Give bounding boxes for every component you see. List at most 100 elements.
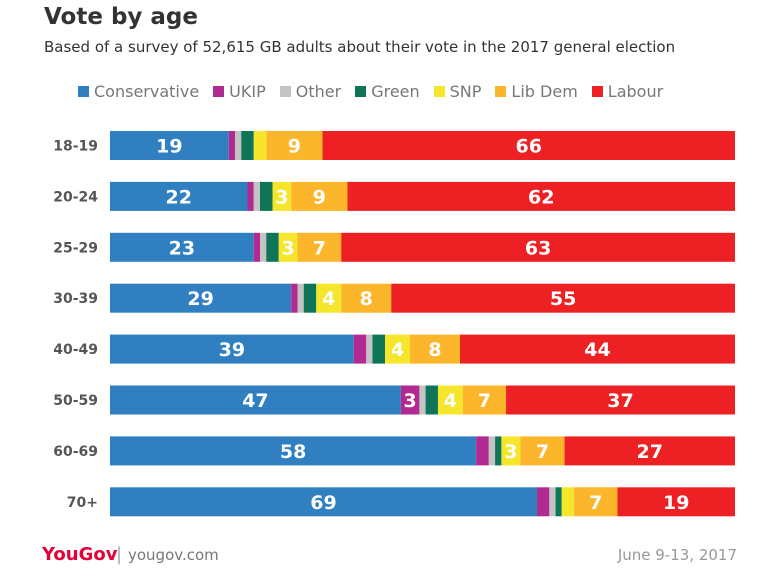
bar-segment-conservative xyxy=(110,487,537,517)
bar-segment-green xyxy=(495,436,502,466)
chart-subtitle: Based of a survey of 52,615 GB adults ab… xyxy=(44,38,676,56)
bar-segment-other xyxy=(235,131,242,160)
data-label: 62 xyxy=(528,186,554,208)
bar-segment-other xyxy=(366,334,373,364)
bar-segment-labour xyxy=(322,131,735,160)
category-label: 50-59 xyxy=(53,393,98,409)
legend-label: Lib Dem xyxy=(511,82,578,101)
bar-segment-conservative xyxy=(110,385,401,415)
bar-segment-conservative xyxy=(110,181,248,211)
legend-label: Conservative xyxy=(94,82,200,101)
bar-segment-conservative xyxy=(110,436,477,466)
data-label: 55 xyxy=(550,288,576,310)
data-label: 8 xyxy=(360,288,373,310)
data-label: 27 xyxy=(637,441,663,463)
legend-label: Green xyxy=(371,82,420,101)
bar-segment-lib-dem xyxy=(574,487,618,517)
data-label: 8 xyxy=(428,339,441,361)
bar-segment-labour xyxy=(617,487,735,517)
yougov-logo: YouGov xyxy=(42,544,118,565)
bar-segment-snp xyxy=(272,181,292,211)
bar-segment-green xyxy=(425,385,438,415)
bar-segment-snp xyxy=(561,487,575,517)
data-label: 7 xyxy=(478,390,491,412)
legend-label: Other xyxy=(295,82,342,101)
data-label: 63 xyxy=(525,237,551,259)
bar-segment-snp xyxy=(316,283,342,313)
data-label: 66 xyxy=(516,136,542,158)
data-label: 47 xyxy=(242,390,268,412)
legend-label: UKIP xyxy=(229,82,266,101)
legend-swatch xyxy=(495,86,507,97)
data-label: 44 xyxy=(584,339,610,361)
bar-segment-other xyxy=(488,436,496,466)
bar-segment-conservative xyxy=(110,334,354,364)
legend-item: Lib Dem xyxy=(495,82,578,101)
data-label: 58 xyxy=(280,441,306,463)
bar-segment-lib-dem xyxy=(410,334,460,364)
legend-swatch xyxy=(591,86,603,97)
bar-segment-green xyxy=(303,283,317,313)
bar-segment-green xyxy=(266,232,279,262)
bar-segment-lib-dem xyxy=(266,131,323,160)
category-label: 18-19 xyxy=(53,139,98,155)
legend-item: Labour xyxy=(591,82,663,101)
bar-segment-ukip xyxy=(253,232,260,262)
bar-segment-labour xyxy=(506,385,735,415)
bar-segment-labour xyxy=(347,181,735,211)
bar-segment-conservative xyxy=(110,283,292,313)
bar-segment-other xyxy=(549,487,556,517)
bar-segment-ukip xyxy=(476,436,489,466)
bar-segment-snp xyxy=(501,436,521,466)
footer-url[interactable]: yougov.com xyxy=(128,546,219,564)
legend-swatch xyxy=(433,86,445,97)
data-label: 69 xyxy=(310,492,336,514)
data-label: 37 xyxy=(607,390,633,412)
legend-item: Green xyxy=(355,82,420,101)
bar-segment-labour xyxy=(564,436,735,466)
bar-segment-conservative xyxy=(110,232,254,262)
data-label: 23 xyxy=(169,237,195,259)
bar-segment-ukip xyxy=(247,181,254,211)
bar-segment-other xyxy=(260,232,267,262)
bar-segment-ukip xyxy=(291,283,298,313)
data-label: 19 xyxy=(156,136,182,158)
legend-item: Other xyxy=(279,82,342,101)
legend-swatch xyxy=(78,86,89,97)
bar-segment-snp xyxy=(385,334,410,364)
bar-segment-ukip xyxy=(536,487,550,517)
bar-segment-snp xyxy=(253,131,267,160)
data-label: 9 xyxy=(313,186,326,208)
data-label: 3 xyxy=(504,441,517,463)
bar-segment-ukip xyxy=(353,334,367,364)
bar-segment-snp xyxy=(437,385,463,415)
data-label: 22 xyxy=(166,186,192,208)
bar-segment-labour xyxy=(460,334,735,364)
data-label: 4 xyxy=(322,288,335,310)
bar-segment-ukip xyxy=(400,385,420,415)
legend-item: Conservative xyxy=(78,82,199,101)
legend: Conservative UKIP Other Green SNP Lib Dem Labo… xyxy=(78,82,663,101)
bar-segment-lib-dem xyxy=(291,181,348,211)
bar-segment-other xyxy=(297,283,304,313)
legend-label: SNP xyxy=(449,82,482,101)
data-label: 29 xyxy=(187,288,213,310)
category-label: 60-69 xyxy=(53,444,98,460)
data-label: 19 xyxy=(663,492,689,514)
bar-segment-conservative xyxy=(110,131,229,160)
bar-segment-lib-dem xyxy=(520,436,565,466)
legend-item: SNP xyxy=(433,82,482,101)
data-label: 7 xyxy=(313,237,326,259)
data-label: 4 xyxy=(391,339,404,361)
data-label: 3 xyxy=(275,186,288,208)
category-label: 70+ xyxy=(67,495,98,511)
data-label: 9 xyxy=(288,136,301,158)
bar-segment-labour xyxy=(341,232,735,262)
category-label: 25-29 xyxy=(53,240,98,256)
legend-item: UKIP xyxy=(213,82,266,101)
footer-date: June 9-13, 2017 xyxy=(617,546,737,564)
bar-segment-lib-dem xyxy=(297,232,342,262)
legend-swatch xyxy=(279,86,291,97)
bar-segment-lib-dem xyxy=(341,283,392,313)
